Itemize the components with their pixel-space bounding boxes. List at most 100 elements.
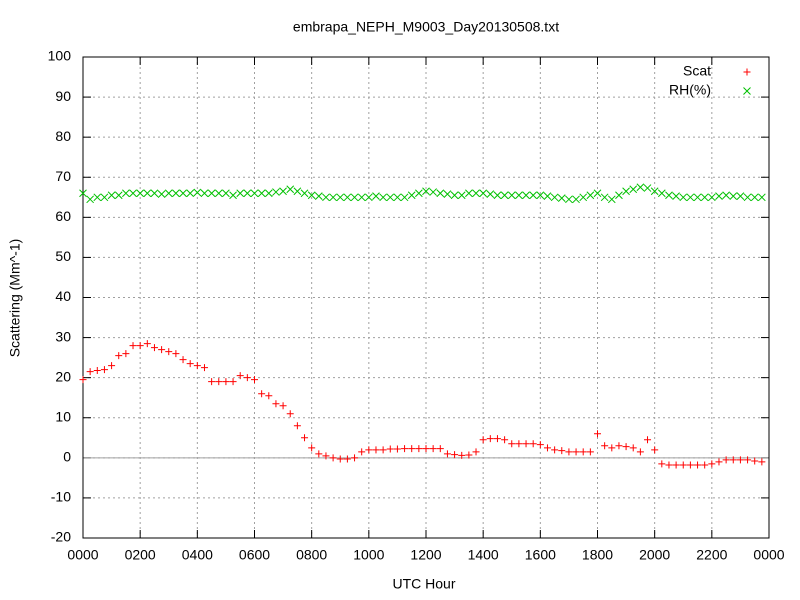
data-point: [386, 193, 395, 202]
y-tick-label: 10: [55, 408, 71, 424]
data-point: [158, 346, 166, 354]
legend-marker: [743, 68, 751, 76]
data-point: [493, 435, 501, 443]
data-point: [622, 443, 630, 451]
x-tick-label: 2000: [639, 547, 670, 563]
data-point: [336, 455, 344, 463]
x-tick-label: 1000: [353, 547, 384, 563]
data-point: [393, 193, 402, 202]
data-point: [379, 193, 387, 202]
data-point: [501, 436, 509, 444]
data-point: [100, 366, 108, 374]
data-point: [400, 193, 409, 202]
x-tick-label: 0000: [67, 547, 98, 563]
data-point: [429, 188, 437, 196]
data-point: [707, 193, 716, 202]
data-point: [222, 189, 230, 198]
plot-border: [82, 56, 770, 539]
legend-marker: [743, 87, 751, 95]
data-point: [636, 183, 645, 192]
data-point: [300, 189, 309, 198]
data-point: [536, 441, 544, 449]
data-point: [186, 189, 195, 198]
x-tick-label: 0200: [125, 547, 156, 563]
data-point: [729, 192, 738, 200]
data-point: [486, 435, 494, 443]
y-axis-label: Scattering (Mm^-1): [7, 239, 23, 358]
data-point: [701, 461, 709, 469]
data-point: [422, 445, 430, 453]
data-point: [522, 440, 530, 448]
data-point: [751, 457, 759, 465]
data-point: [465, 189, 473, 198]
data-point: [543, 192, 552, 200]
data-point: [722, 456, 730, 464]
data-point: [222, 378, 230, 386]
data-point: [558, 447, 566, 455]
data-point: [164, 189, 173, 198]
data-point: [401, 445, 409, 453]
data-point: [257, 189, 266, 198]
data-point: [472, 189, 480, 198]
data-point: [79, 376, 87, 384]
data-point: [744, 456, 752, 464]
y-tick-label: 100: [48, 48, 72, 64]
data-point: [465, 451, 473, 459]
data-point: [750, 193, 759, 202]
data-point: [343, 455, 351, 463]
data-point: [479, 189, 488, 198]
y-tick-label: 50: [55, 248, 71, 264]
data-point: [657, 189, 666, 198]
data-point: [586, 448, 594, 456]
data-point: [543, 444, 551, 452]
data-point: [629, 185, 638, 194]
data-point: [386, 445, 394, 453]
data-point: [200, 364, 208, 372]
data-point: [708, 460, 716, 468]
data-point: [536, 191, 545, 200]
data-point: [593, 189, 602, 198]
data-point: [429, 445, 437, 453]
data-point: [443, 450, 451, 458]
data-point: [579, 193, 588, 202]
data-point: [758, 458, 766, 466]
data-point: [286, 410, 294, 418]
data-point: [479, 436, 487, 444]
data-point: [115, 352, 123, 360]
data-point: [686, 193, 695, 202]
data-point: [86, 368, 94, 376]
data-point: [301, 434, 309, 442]
data-point: [79, 189, 87, 198]
y-tick-label: 80: [55, 128, 71, 144]
chart-title: embrapa_NEPH_M9003_Day20130508.txt: [293, 19, 559, 35]
data-point: [700, 193, 709, 202]
data-point: [622, 187, 630, 196]
data-point: [607, 195, 616, 204]
data-point: [643, 184, 652, 192]
x-tick-label: 2200: [696, 547, 727, 563]
x-tick-label: 0000: [753, 547, 784, 563]
data-point: [364, 193, 373, 202]
y-tick-label: 70: [55, 168, 71, 184]
data-point: [372, 192, 380, 200]
data-point: [457, 191, 466, 200]
data-point: [729, 456, 737, 464]
data-point: [114, 191, 123, 200]
data-point: [736, 192, 745, 200]
data-point: [493, 191, 502, 200]
data-point: [293, 187, 302, 196]
data-point: [415, 189, 423, 198]
data-point: [672, 192, 680, 200]
x-axis-label: UTC Hour: [392, 576, 455, 592]
data-point: [129, 189, 137, 198]
data-point: [565, 195, 573, 204]
data-point: [651, 446, 659, 454]
data-point: [243, 374, 251, 382]
data-point: [322, 193, 330, 202]
data-point: [529, 191, 538, 200]
data-point: [179, 356, 187, 364]
data-point: [200, 189, 209, 198]
data-point: [665, 191, 673, 200]
data-point: [422, 187, 430, 196]
data-point: [308, 444, 316, 452]
